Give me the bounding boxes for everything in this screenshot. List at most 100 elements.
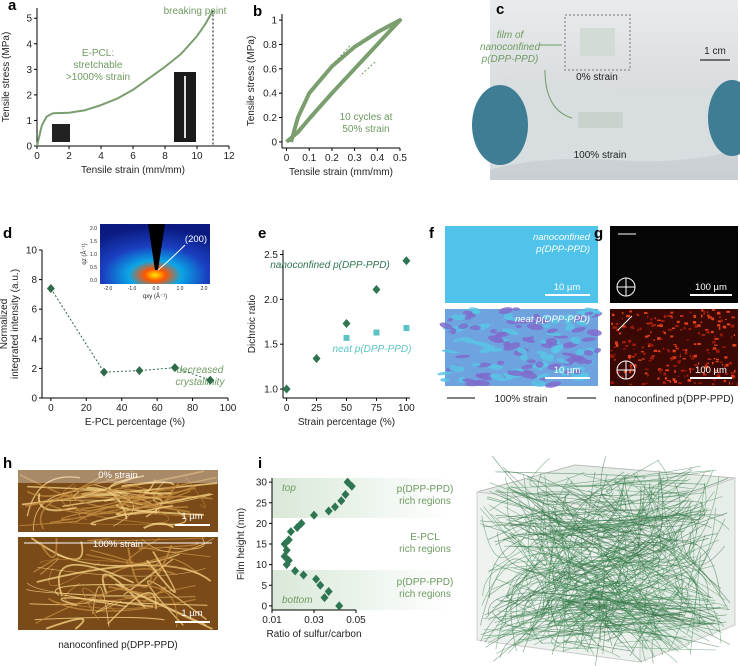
speckle xyxy=(632,355,635,358)
domain xyxy=(453,338,461,343)
domain xyxy=(455,354,471,359)
speckle xyxy=(714,335,716,338)
speckle xyxy=(716,374,721,376)
speckle xyxy=(720,333,723,337)
y-axis-label: integrated intensity (a.u.) xyxy=(10,269,21,379)
speckle xyxy=(675,324,679,328)
speckle xyxy=(674,370,676,373)
fiber xyxy=(37,493,77,512)
speckle xyxy=(647,344,650,348)
speckle xyxy=(639,327,642,330)
speckle xyxy=(728,362,733,365)
fiber xyxy=(555,598,621,653)
glove xyxy=(708,80,740,156)
fiber xyxy=(490,513,589,617)
strain-label: 100% strain xyxy=(574,150,627,161)
speckle xyxy=(708,352,710,354)
inset-xlabel: qxy (Å⁻¹) xyxy=(143,293,167,300)
speckle xyxy=(663,315,667,318)
marker xyxy=(282,384,291,394)
fiber xyxy=(598,493,686,528)
speckle xyxy=(668,328,672,331)
speckle xyxy=(632,343,637,346)
y-tick-label: 10 xyxy=(26,246,38,257)
domain xyxy=(533,373,551,379)
inset-tick-label: -1.0 xyxy=(128,286,137,292)
y-tick-label: 5 xyxy=(261,581,267,592)
speckle xyxy=(691,357,695,360)
series-label: nanoconfined p(DPP-PPD) xyxy=(270,260,390,271)
annotation: stretchable xyxy=(74,60,123,71)
speckle xyxy=(674,345,677,348)
speckle xyxy=(635,313,639,315)
x-tick-label: 75 xyxy=(371,403,383,414)
marker xyxy=(46,283,55,293)
speckle xyxy=(670,335,674,338)
domain xyxy=(546,328,558,334)
fiber xyxy=(615,541,731,604)
x-axis-label: Tensile strain (mm/mm) xyxy=(81,165,185,176)
annotation: crystallinity xyxy=(176,377,226,388)
domain xyxy=(516,347,528,354)
fiber xyxy=(533,581,719,619)
fiber xyxy=(480,604,714,635)
fiber xyxy=(640,622,692,658)
speckle xyxy=(694,382,696,384)
speckle xyxy=(725,363,729,367)
marker xyxy=(335,601,344,611)
speckle xyxy=(700,321,703,323)
fiber xyxy=(24,470,205,507)
speckle xyxy=(707,316,712,319)
speckle xyxy=(677,362,681,364)
marker xyxy=(342,319,351,329)
speckle xyxy=(723,379,726,383)
speckle xyxy=(666,364,670,367)
marker xyxy=(291,566,300,576)
speckle xyxy=(697,372,701,374)
panel-label: d xyxy=(3,225,12,242)
marker xyxy=(170,363,179,373)
panel-label: e xyxy=(258,225,266,242)
inset-pointer xyxy=(157,244,186,271)
speckle xyxy=(714,344,718,346)
domain xyxy=(583,350,594,356)
image-top xyxy=(610,226,738,303)
speckle xyxy=(701,334,706,336)
fiber xyxy=(669,507,695,565)
y-tick-label: 0 xyxy=(271,137,277,148)
y-tick-label: 0.6 xyxy=(263,64,277,75)
speckle xyxy=(681,349,686,351)
speckle xyxy=(697,342,701,345)
speckle xyxy=(638,359,642,361)
speckle xyxy=(726,323,731,326)
domain xyxy=(531,379,547,387)
speckle xyxy=(722,346,726,348)
panel-label: f xyxy=(429,225,435,242)
fiber xyxy=(90,504,174,526)
speckle xyxy=(628,356,631,360)
domain xyxy=(490,373,505,381)
inset-tick-label: 1.5 xyxy=(90,239,97,245)
domain xyxy=(564,324,576,331)
speckle xyxy=(684,369,687,372)
domain xyxy=(512,307,521,311)
speckle xyxy=(676,320,680,324)
speckle xyxy=(610,354,613,358)
y-tick-label: 1.5 xyxy=(264,340,278,351)
speckle xyxy=(715,361,719,363)
speckle xyxy=(633,348,635,350)
fiber xyxy=(495,471,646,479)
polarizer-arrow xyxy=(617,315,633,331)
speckle xyxy=(612,325,615,329)
caption: nanoconfined p(DPP-PPD) xyxy=(58,640,178,651)
speckle xyxy=(615,322,619,326)
speckle xyxy=(678,382,682,384)
fiber xyxy=(87,537,206,542)
fiber xyxy=(552,516,702,585)
speckle xyxy=(687,374,689,376)
speckle xyxy=(654,317,657,320)
speckle xyxy=(614,358,616,361)
speckle xyxy=(692,321,697,324)
fiber xyxy=(165,537,205,550)
label-strip xyxy=(18,470,218,483)
